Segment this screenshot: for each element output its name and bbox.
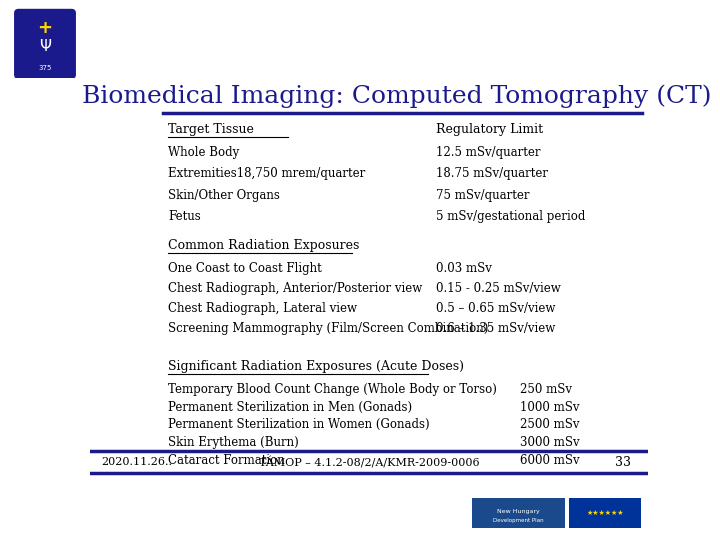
Text: Whole Body: Whole Body [168,146,239,159]
Text: Development Plan: Development Plan [493,518,544,523]
Text: Screening Mammography (Film/Screen Combination): Screening Mammography (Film/Screen Combi… [168,322,488,335]
Text: Common Radiation Exposures: Common Radiation Exposures [168,239,359,252]
Text: 2500 mSv: 2500 mSv [520,418,579,431]
Text: 2020.11.26..: 2020.11.26.. [101,457,172,467]
Text: Target Tissue: Target Tissue [168,123,254,136]
Text: 6000 mSv: 6000 mSv [520,454,580,467]
Text: Chest Radiograph, Anterior/Posterior view: Chest Radiograph, Anterior/Posterior vie… [168,282,423,295]
Text: 1000 mSv: 1000 mSv [520,401,579,414]
Text: Regulatory Limit: Regulatory Limit [436,123,543,136]
Text: Significant Radiation Exposures (Acute Doses): Significant Radiation Exposures (Acute D… [168,360,464,373]
Text: 18.75 mSv/quarter: 18.75 mSv/quarter [436,167,548,180]
Text: 0.5 – 0.65 mSv/view: 0.5 – 0.65 mSv/view [436,302,555,315]
Text: One Coast to Coast Flight: One Coast to Coast Flight [168,262,322,275]
Text: 375: 375 [38,65,52,71]
Text: 12.5 mSv/quarter: 12.5 mSv/quarter [436,146,541,159]
Text: +: + [37,19,53,37]
Text: 250 mSv: 250 mSv [520,383,572,396]
Text: Skin Erythema (Burn): Skin Erythema (Burn) [168,436,299,449]
Text: Biomedical Imaging: Computed Tomography (CT): Biomedical Imaging: Computed Tomography … [82,84,711,108]
Text: Chest Radiograph, Lateral view: Chest Radiograph, Lateral view [168,302,357,315]
Text: Temporary Blood Count Change (Whole Body or Torso): Temporary Blood Count Change (Whole Body… [168,383,497,396]
Text: TÁMOP – 4.1.2-08/2/A/KMR-2009-0006: TÁMOP – 4.1.2-08/2/A/KMR-2009-0006 [258,456,480,468]
Text: Extremities18,750 mrem/quarter: Extremities18,750 mrem/quarter [168,167,365,180]
Text: New Hungary: New Hungary [497,509,540,514]
Text: 75 mSv/quarter: 75 mSv/quarter [436,189,529,202]
Text: 33: 33 [616,456,631,469]
Text: 0.03 mSv: 0.03 mSv [436,262,492,275]
Text: Skin/Other Organs: Skin/Other Organs [168,189,280,202]
Text: 0.15 - 0.25 mSv/view: 0.15 - 0.25 mSv/view [436,282,561,295]
Text: 5 mSv/gestational period: 5 mSv/gestational period [436,211,585,224]
Text: 3000 mSv: 3000 mSv [520,436,580,449]
Text: Cataract Formation: Cataract Formation [168,454,285,467]
Text: Fetus: Fetus [168,211,201,224]
Text: ★★★★★★: ★★★★★★ [586,510,624,516]
Text: Permanent Sterilization in Women (Gonads): Permanent Sterilization in Women (Gonads… [168,418,430,431]
Text: 0.6 – 1.35 mSv/view: 0.6 – 1.35 mSv/view [436,322,555,335]
Text: Ψ: Ψ [39,39,51,54]
FancyBboxPatch shape [14,10,75,78]
Text: Permanent Sterilization in Men (Gonads): Permanent Sterilization in Men (Gonads) [168,401,413,414]
